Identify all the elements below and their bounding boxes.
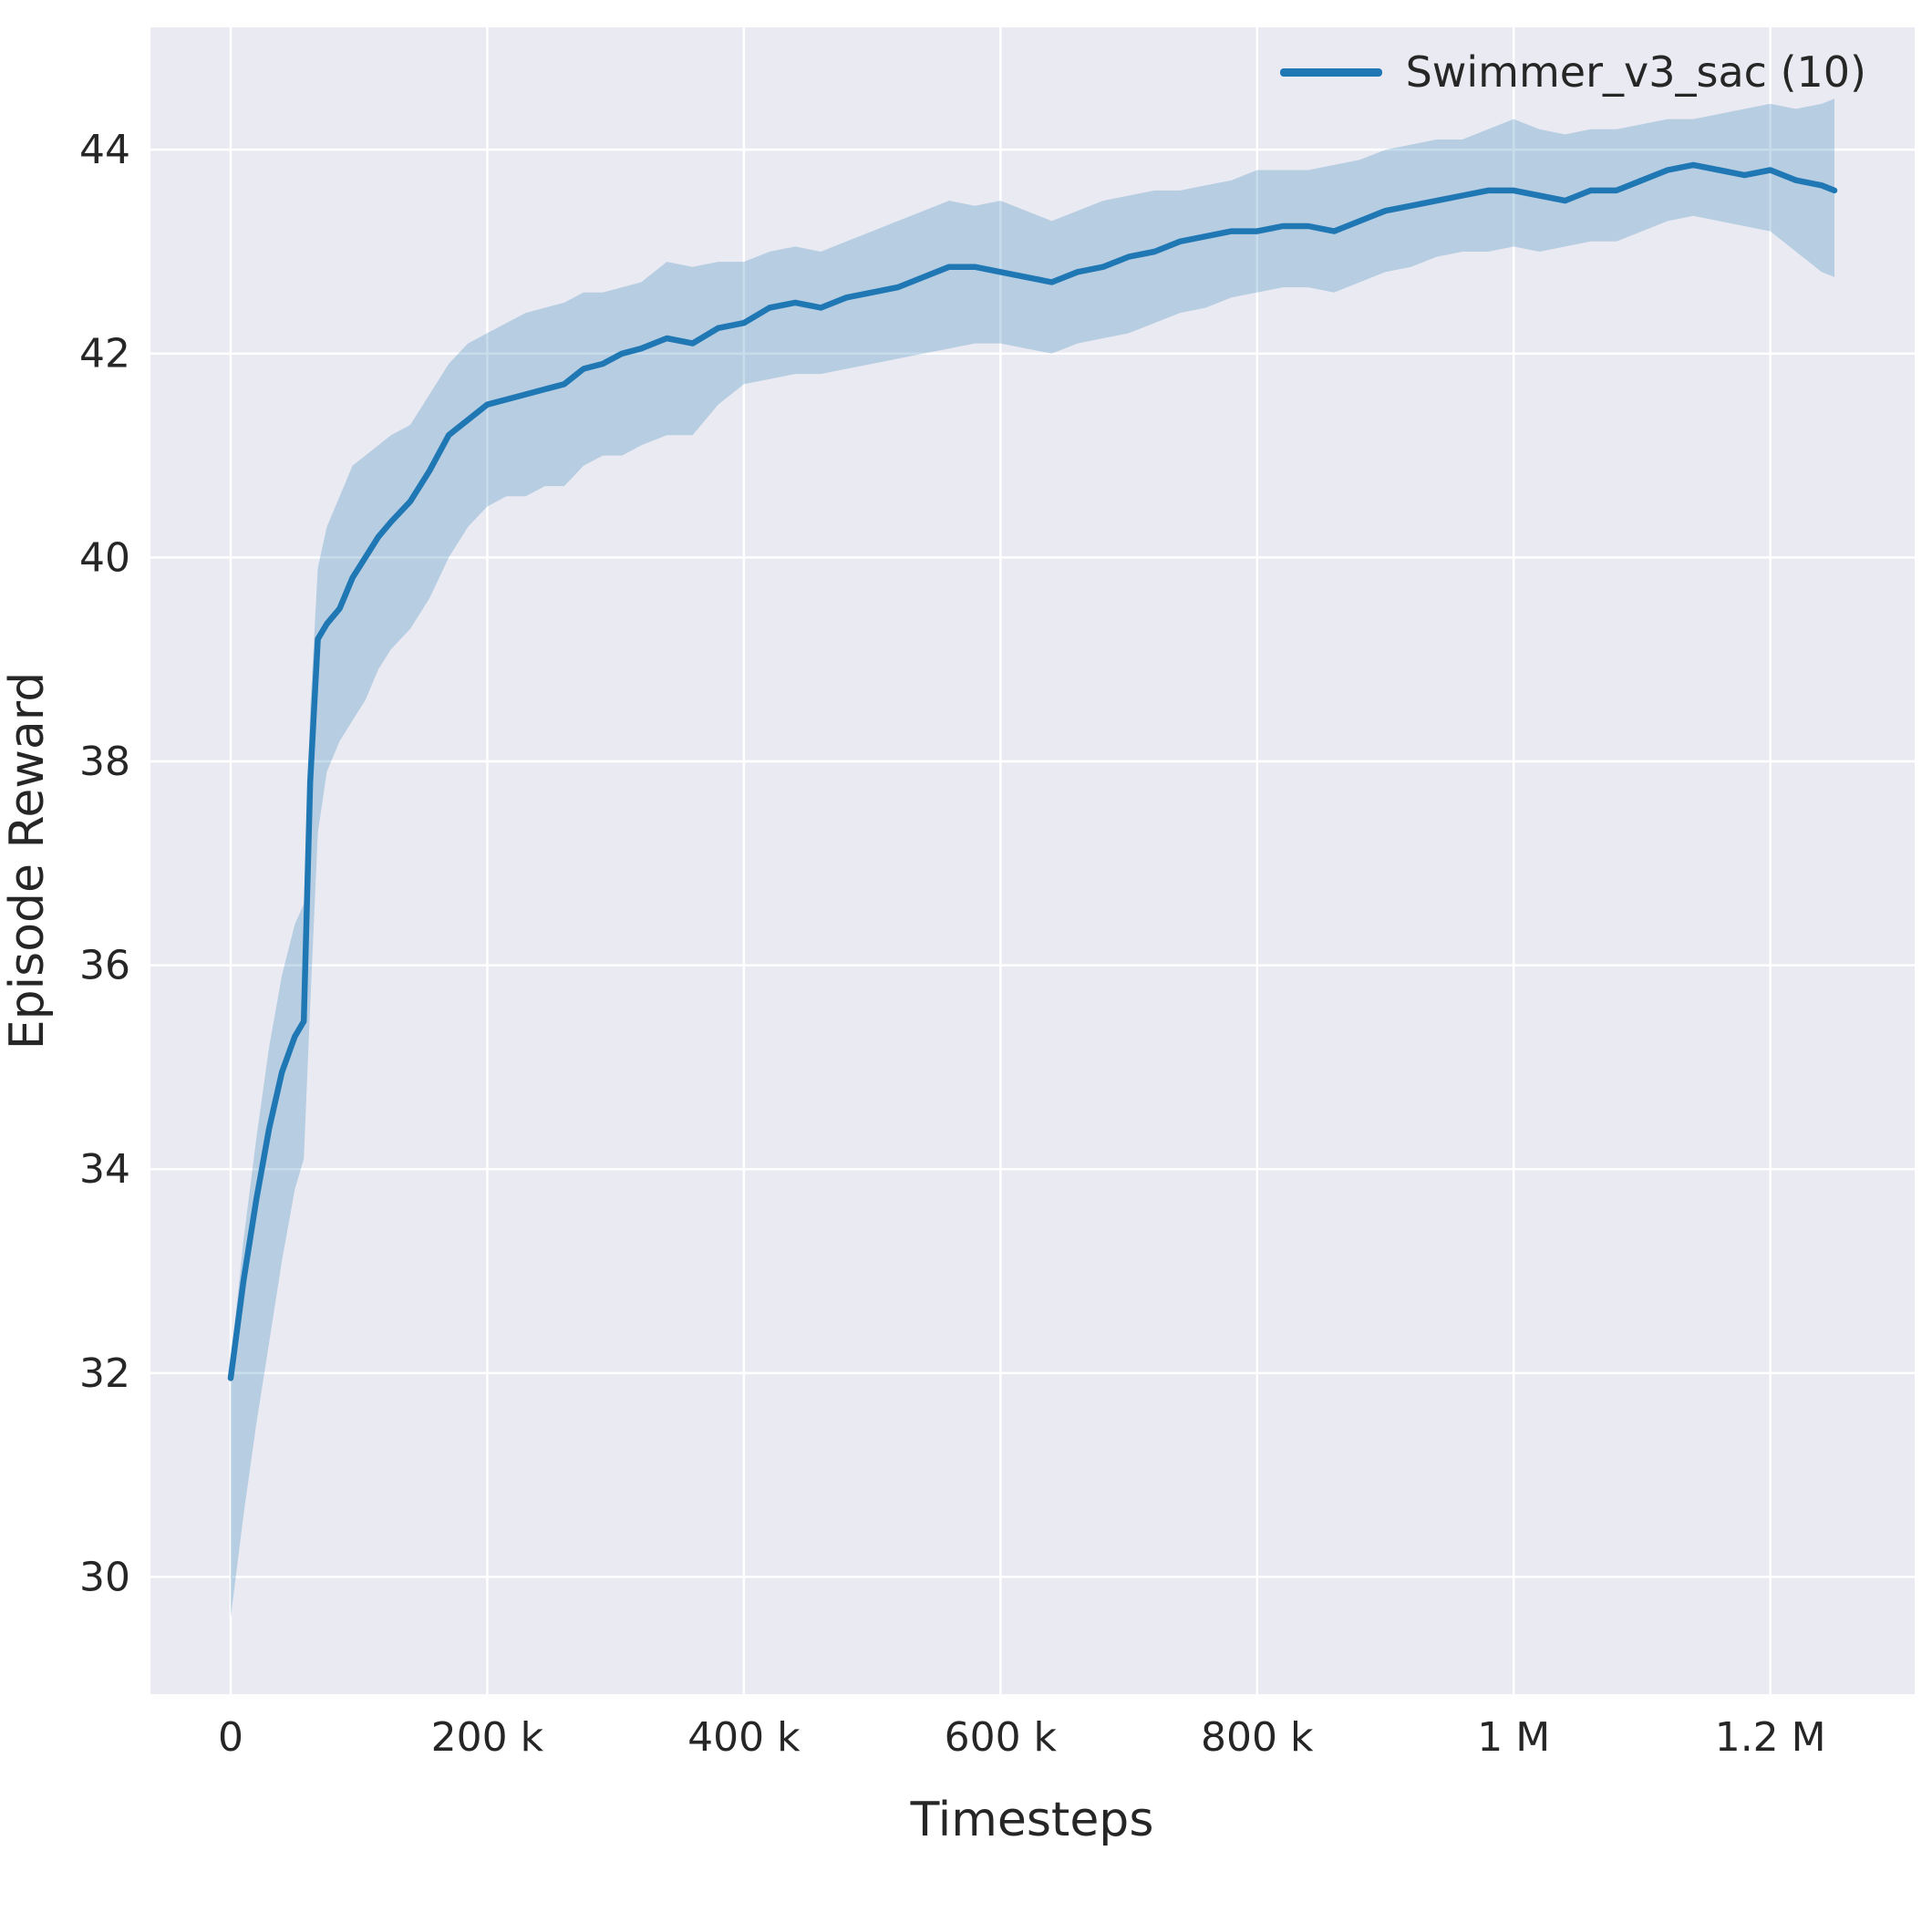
x-tick-label: 400 k [687,1714,801,1761]
y-tick-label: 38 [79,739,130,785]
x-tick-label: 1.2 M [1715,1714,1826,1761]
y-tick-label: 32 [79,1350,130,1397]
y-tick-label: 40 [79,534,130,581]
x-axis-label: Timesteps [910,1793,1154,1847]
x-tick-label: 800 k [1201,1714,1314,1761]
y-axis-label: Episode Reward [0,671,55,1050]
x-tick-label: 0 [218,1714,243,1761]
y-tick-label: 36 [79,943,130,989]
legend: Swimmer_v3_sac (10) [1279,47,1866,97]
y-tick-label: 42 [79,331,130,377]
legend-label: Swimmer_v3_sac (10) [1405,47,1866,97]
y-tick-label: 44 [79,127,130,173]
x-tick-label: 600 k [945,1714,1058,1761]
x-tick-label: 1 M [1477,1714,1550,1761]
plot-area [150,27,1915,1694]
legend-line-swatch [1279,67,1382,77]
y-tick-label: 34 [79,1146,130,1193]
x-tick-label: 200 k [431,1714,544,1761]
y-tick-label: 30 [79,1554,130,1600]
series-line [227,161,1838,1381]
